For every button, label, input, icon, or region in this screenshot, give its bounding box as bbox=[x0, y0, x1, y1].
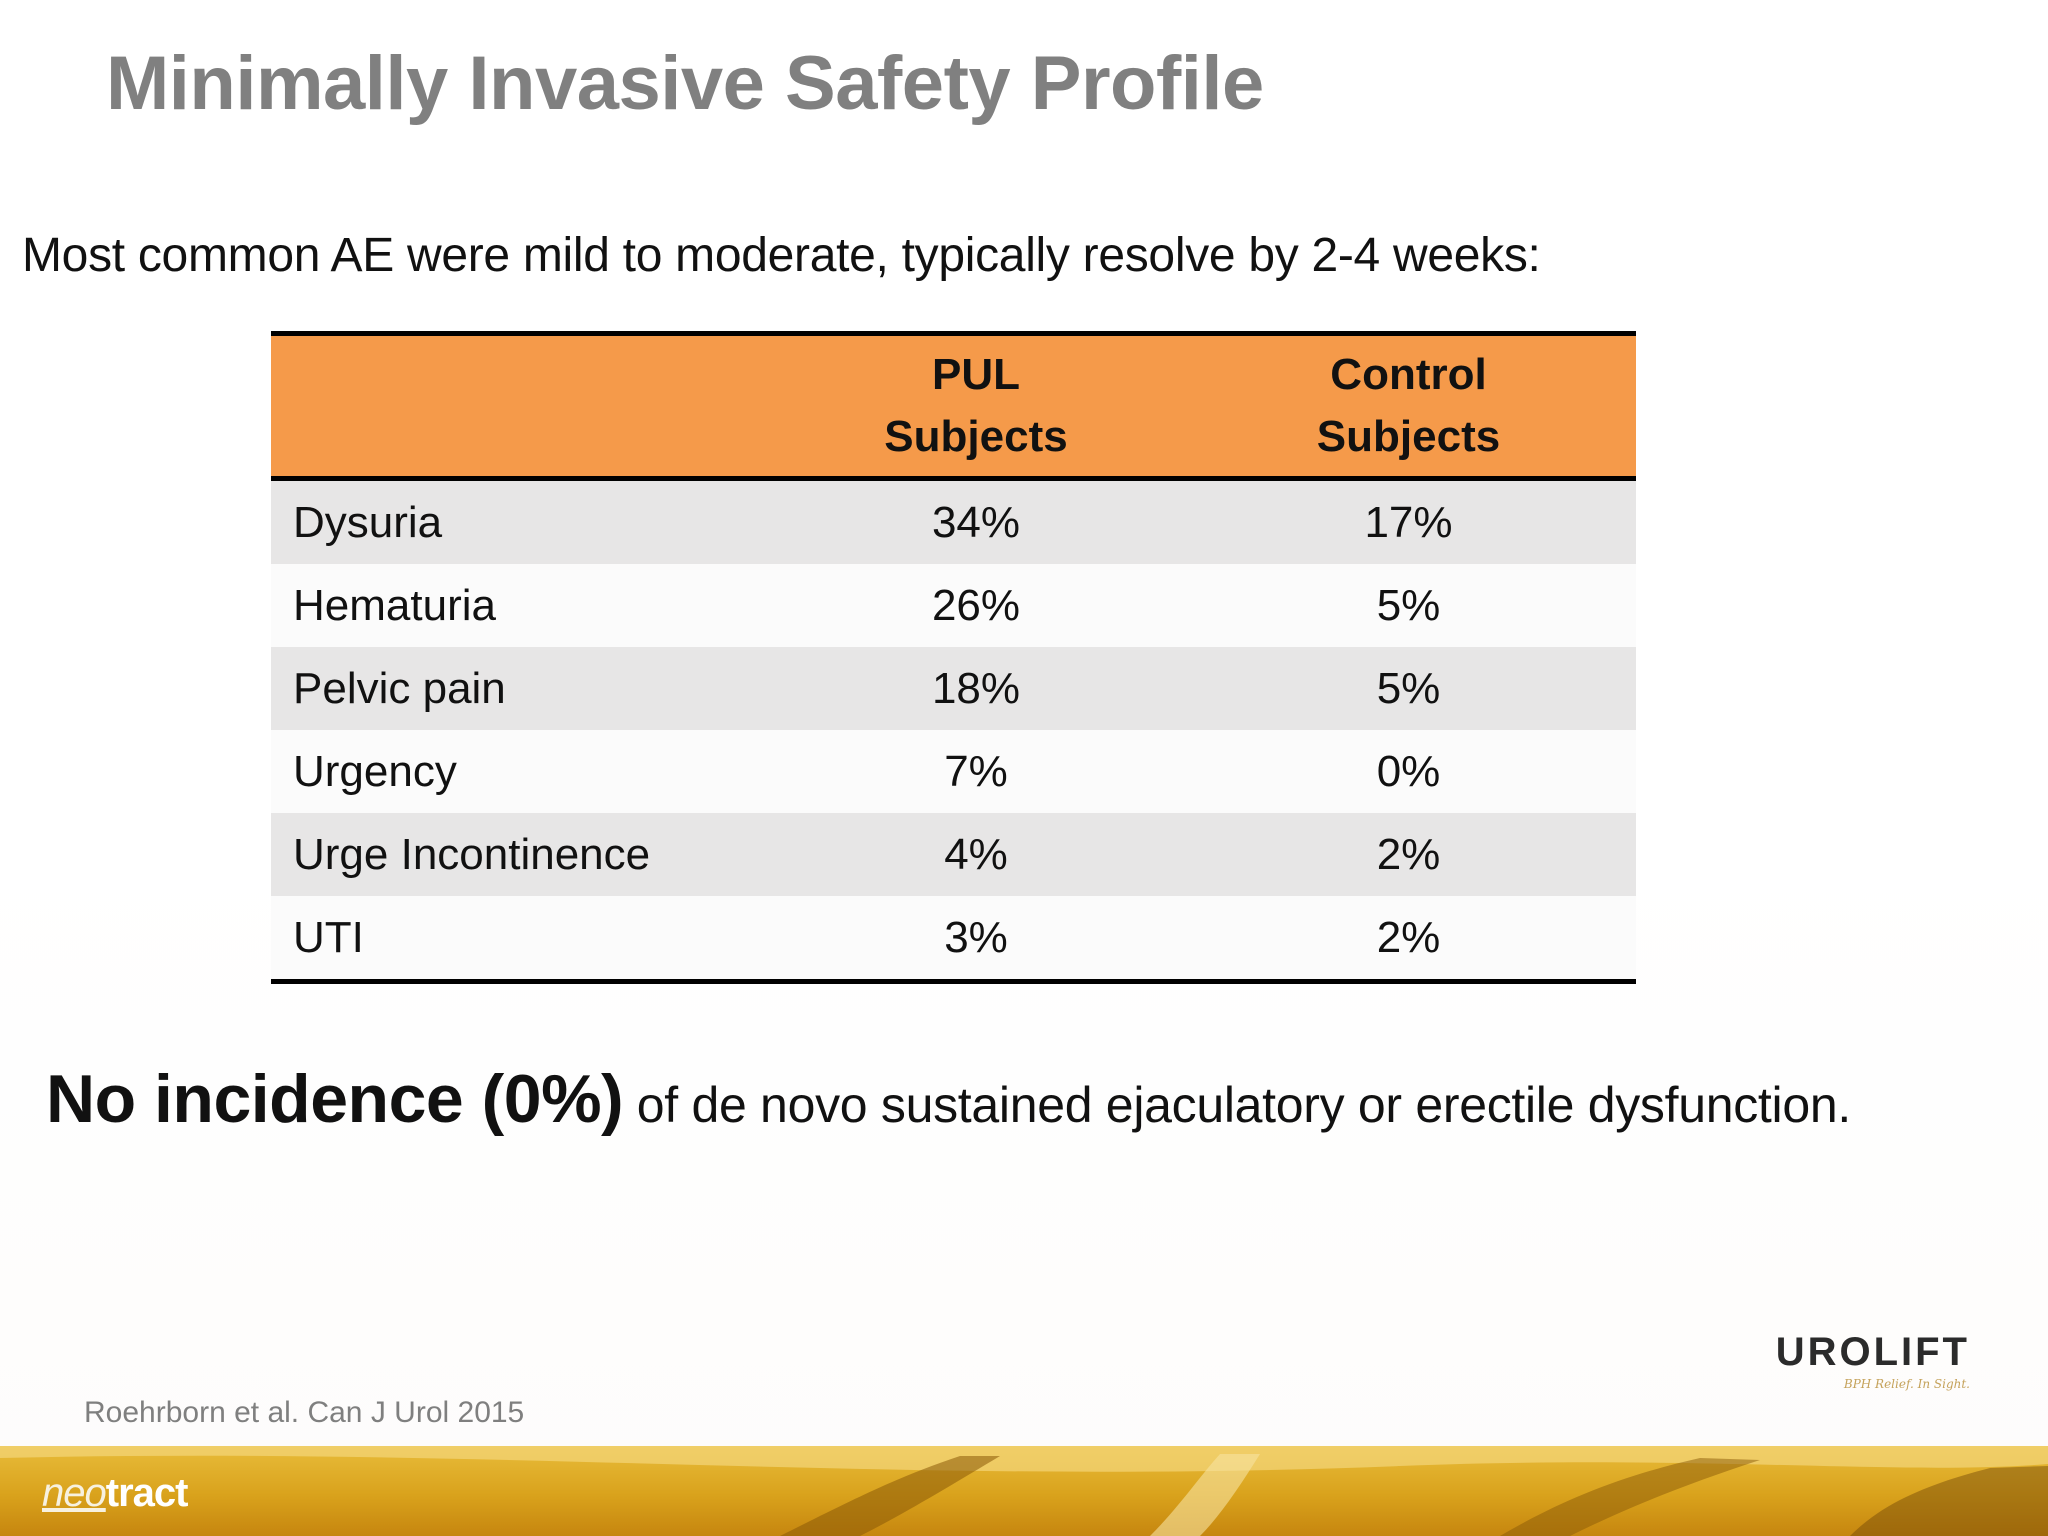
row-pul-value: 3% bbox=[771, 896, 1181, 984]
header-control-line1: Control bbox=[1330, 350, 1487, 399]
table-row: Pelvic pain 18% 5% bbox=[271, 647, 1636, 730]
urolift-tagline: BPH Relief. In Sight. bbox=[1843, 1377, 1970, 1391]
neotract-logo-neo: neo bbox=[42, 1471, 107, 1515]
header-control-subjects: Control Subjects bbox=[1181, 331, 1636, 481]
table-row: Dysuria 34% 17% bbox=[271, 478, 1636, 564]
row-control-value: 17% bbox=[1364, 497, 1453, 547]
header-label-cell bbox=[271, 331, 771, 481]
row-label: Urge Incontinence bbox=[293, 829, 651, 879]
slide-title: Minimally Invasive Safety Profile bbox=[106, 41, 1264, 126]
neotract-logo: neotract bbox=[42, 1471, 189, 1516]
row-control-value: 2% bbox=[1181, 896, 1636, 984]
row-control-value: 5% bbox=[1376, 663, 1441, 713]
row-label: Dysuria bbox=[293, 497, 443, 547]
row-control-value: 2% bbox=[1376, 829, 1441, 879]
slide-subtitle: Most common AE were mild to moderate, ty… bbox=[22, 229, 1541, 282]
table-row: UTI 3% 2% bbox=[271, 896, 1636, 984]
key-finding-statement: No incidence (0%) of de novo sustained e… bbox=[46, 1060, 1851, 1138]
row-pul-value: 34% bbox=[931, 497, 1021, 547]
header-pul-subjects: PUL Subjects bbox=[771, 331, 1181, 481]
urolift-wordmark: UROLIFT bbox=[1775, 1330, 1970, 1374]
table-header-row: PUL Subjects Control Subjects bbox=[271, 331, 1636, 481]
row-pul-value: 4% bbox=[944, 829, 1008, 879]
row-label: Hematuria bbox=[293, 580, 496, 630]
row-label: Pelvic pain bbox=[293, 663, 506, 713]
row-control-value: 0% bbox=[1376, 746, 1441, 796]
statement-emphasis: No incidence (0%) bbox=[46, 1061, 624, 1137]
footer-swoosh-graphic bbox=[0, 1446, 2048, 1536]
table-row: Urgency 7% 0% bbox=[271, 730, 1636, 813]
footer-band bbox=[0, 1446, 2048, 1536]
header-control-line2: Subjects bbox=[1316, 412, 1501, 461]
row-pul-value: 26% bbox=[931, 580, 1021, 630]
table-row: Hematuria 26% 5% bbox=[271, 564, 1636, 647]
header-pul-line1: PUL bbox=[932, 350, 1020, 399]
statement-rest: of de novo sustained ejaculatory or erec… bbox=[623, 1077, 1852, 1133]
citation: Roehrborn et al. Can J Urol 2015 bbox=[84, 1396, 525, 1429]
row-label: UTI bbox=[271, 896, 771, 984]
header-pul-line2: Subjects bbox=[884, 412, 1068, 461]
row-pul-value: 7% bbox=[944, 746, 1008, 796]
adverse-events-table: PUL Subjects Control Subjects Dysuria 34… bbox=[271, 331, 1636, 984]
urolift-logo: UROLIFT BPH Relief. In Sight. bbox=[1770, 1330, 1970, 1391]
table-row: Urge Incontinence 4% 2% bbox=[271, 813, 1636, 896]
row-control-value: 5% bbox=[1376, 580, 1441, 630]
row-label: Urgency bbox=[293, 746, 457, 796]
neotract-logo-tract: tract bbox=[105, 1471, 189, 1515]
row-pul-value: 18% bbox=[931, 663, 1021, 713]
